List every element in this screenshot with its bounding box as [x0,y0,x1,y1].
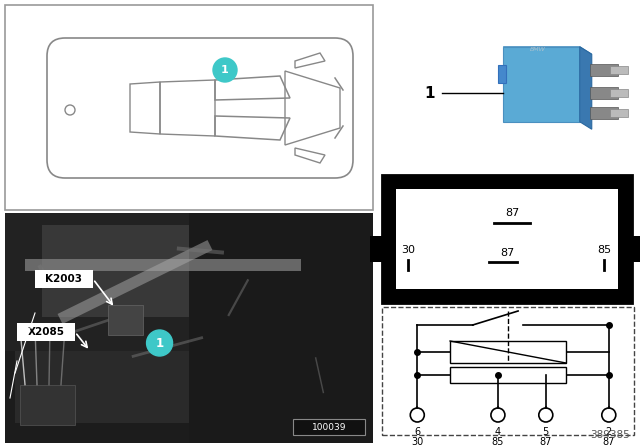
Bar [396,189,618,289]
Bar [382,307,634,435]
Bar [42,224,226,316]
Text: 85: 85 [597,245,611,255]
Bar [5,5,373,210]
Bar [499,65,506,83]
Bar [610,89,628,97]
Polygon shape [503,47,580,122]
Text: X2085: X2085 [28,327,65,337]
Bar [5,213,262,351]
Text: 87: 87 [505,208,519,218]
Bar [589,64,618,76]
Bar [589,87,618,99]
Bar [370,237,384,262]
Text: 1: 1 [425,86,435,100]
Text: 30: 30 [401,245,415,255]
Circle shape [147,330,173,356]
Bar [630,237,640,262]
Text: 2: 2 [605,427,612,437]
Bar [17,323,75,341]
Bar [35,270,93,288]
Bar [610,66,628,74]
Text: BMW: BMW [530,47,546,52]
Text: K2003: K2003 [45,274,83,284]
Bar [20,384,75,425]
Bar [450,367,566,383]
Text: 1: 1 [221,65,229,75]
Bar [293,419,365,435]
Polygon shape [580,47,592,129]
Polygon shape [503,47,592,54]
Bar [189,213,373,443]
Bar [610,109,628,117]
Text: 87: 87 [540,437,552,447]
Bar [450,341,566,363]
Bar [382,175,632,303]
Bar [25,258,301,271]
Bar [15,285,363,423]
Bar [108,306,143,336]
Text: 30: 30 [411,437,424,447]
Text: 389385: 389385 [590,430,630,440]
Bar [5,213,373,443]
Text: 6: 6 [414,427,420,437]
Circle shape [213,58,237,82]
Text: 85: 85 [492,437,504,447]
Bar [589,107,618,119]
Text: 5: 5 [543,427,549,437]
Text: 100039: 100039 [312,422,346,431]
Text: 87: 87 [603,437,615,447]
Text: 87: 87 [500,248,514,258]
Text: 4: 4 [495,427,501,437]
Text: 1: 1 [156,336,164,349]
FancyBboxPatch shape [47,38,353,178]
